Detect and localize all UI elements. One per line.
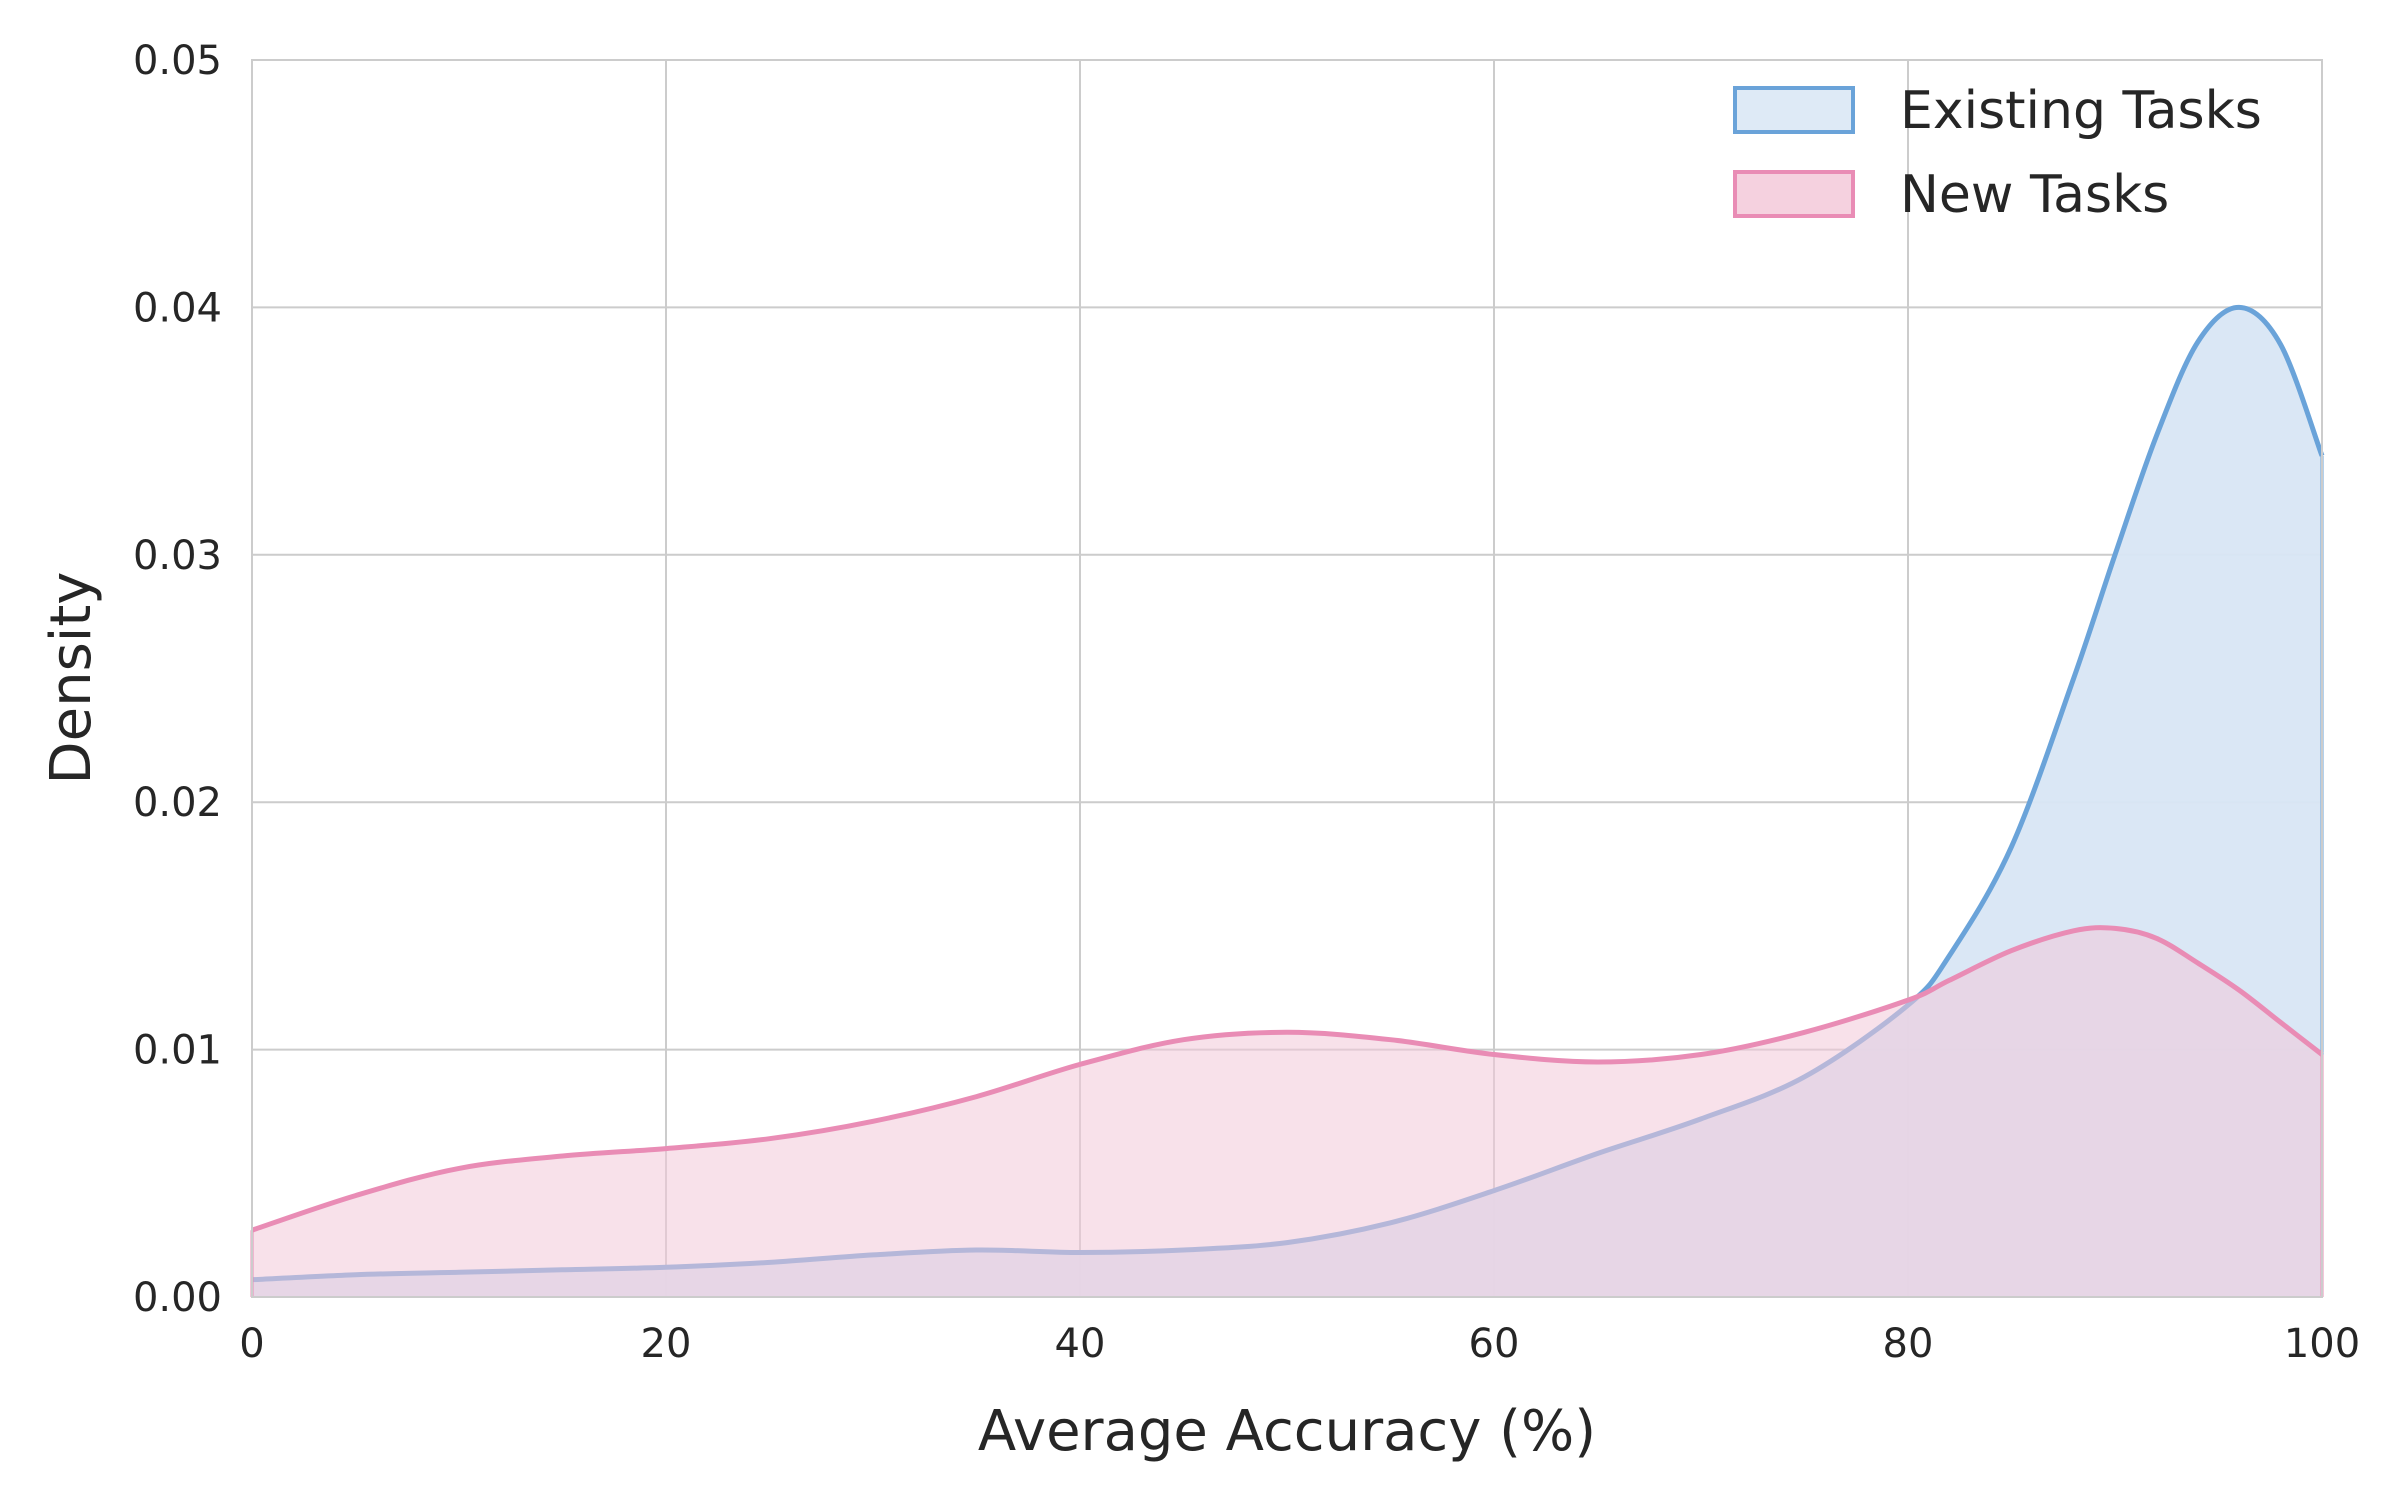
legend-label-new-tasks: New Tasks: [1900, 165, 2169, 225]
y-tick-label: 0.03: [133, 533, 222, 579]
y-tick-label: 0.04: [133, 285, 222, 331]
y-tick-label: 0.02: [133, 780, 222, 826]
legend: Existing Tasks New Tasks: [1733, 81, 2262, 225]
legend-label-existing-tasks: Existing Tasks: [1900, 81, 2262, 141]
y-tick-label: 0.05: [133, 38, 222, 84]
y-tick-labels: 0.00 0.01 0.02 0.03 0.04 0.05: [133, 38, 222, 1321]
legend-swatch-new-tasks: [1733, 170, 1855, 218]
y-axis-label: Density: [39, 572, 104, 785]
x-tick-label: 80: [1883, 1321, 1934, 1367]
x-tick-label: 40: [1055, 1321, 1106, 1367]
x-tick-label: 60: [1469, 1321, 1520, 1367]
x-tick-label: 0: [239, 1321, 264, 1367]
legend-swatch-existing-tasks: [1733, 86, 1855, 134]
y-tick-label: 0.00: [133, 1275, 222, 1321]
x-tick-labels: 0 20 40 60 80 100: [239, 1321, 2360, 1367]
plot-frame: [251, 59, 2323, 1298]
new-tasks-line: [251, 925, 2324, 1233]
x-tick-label: 20: [641, 1321, 692, 1367]
y-tick-label: 0.01: [133, 1028, 222, 1074]
x-axis-label: Average Accuracy (%): [978, 1399, 1596, 1464]
x-tick-label: 100: [2284, 1321, 2360, 1367]
new-tasks-area: [252, 927, 2322, 1297]
